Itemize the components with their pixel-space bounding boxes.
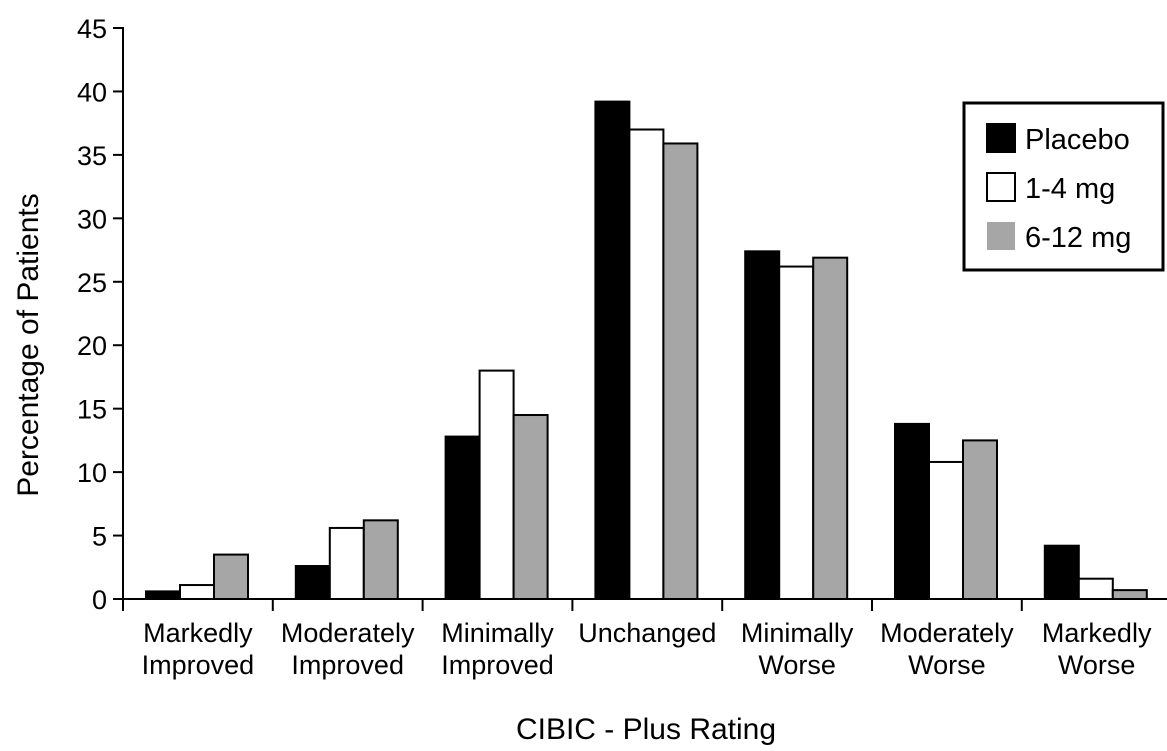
bar-placebo-6 bbox=[1043, 544, 1080, 600]
y-tick-label: 45 bbox=[77, 14, 107, 44]
bar-placebo-3 bbox=[594, 100, 631, 601]
bar-6-12-mg-6 bbox=[1111, 589, 1148, 601]
y-tick-label: 30 bbox=[77, 204, 107, 234]
bar-1-4-mg-4 bbox=[778, 265, 815, 600]
x-category-label: Improved bbox=[441, 650, 554, 680]
x-axis-ticks: MarkedlyImprovedModeratelyImprovedMinima… bbox=[122, 599, 1152, 680]
bar-placebo-4 bbox=[744, 250, 781, 601]
x-category-label: Markedly bbox=[143, 618, 253, 648]
bar-placebo-5 bbox=[894, 422, 930, 601]
y-tick-label: 15 bbox=[77, 395, 107, 425]
x-category-label: Worse bbox=[758, 650, 836, 680]
y-tick-label: 40 bbox=[77, 77, 107, 107]
legend-swatch bbox=[987, 222, 1015, 250]
y-tick-label: 35 bbox=[77, 141, 107, 171]
legend-swatch bbox=[986, 172, 1016, 202]
bar-1-4-mg-2 bbox=[478, 369, 515, 600]
x-axis-title: CIBIC - Plus Rating bbox=[516, 713, 776, 746]
bar-placebo-0 bbox=[145, 590, 181, 600]
x-category-label: Improved bbox=[291, 650, 404, 680]
bars-layer bbox=[145, 100, 1148, 601]
x-category-label: Unchanged bbox=[578, 618, 716, 648]
bar-1-4-mg-6 bbox=[1077, 577, 1114, 600]
y-axis-ticks: 0 5 10 15 20 25 30 35 40 45 bbox=[77, 14, 123, 615]
bar-6-12-mg-2 bbox=[512, 414, 549, 600]
bar-1-4-mg-0 bbox=[179, 584, 215, 601]
x-category-label: Moderately bbox=[281, 618, 415, 648]
y-tick-label: 10 bbox=[77, 458, 107, 488]
x-category-label: Minimally bbox=[441, 618, 554, 648]
legend-label: 1-4 mg bbox=[1025, 173, 1115, 205]
bar-6-12-mg-0 bbox=[213, 553, 249, 600]
y-tick-label: 25 bbox=[77, 268, 107, 298]
bar-6-12-mg-5 bbox=[962, 439, 998, 600]
legend-label: Placebo bbox=[1025, 124, 1130, 156]
y-axis-title: Percentage of Patients bbox=[12, 193, 45, 497]
x-category-label: Minimally bbox=[741, 618, 854, 648]
bar-6-12-mg-4 bbox=[812, 256, 849, 600]
x-category-label: Worse bbox=[908, 650, 986, 680]
bar-1-4-mg-3 bbox=[628, 128, 665, 600]
bar-6-12-mg-3 bbox=[662, 142, 699, 600]
x-category-label: Moderately bbox=[880, 618, 1014, 648]
x-category-label: Worse bbox=[1058, 650, 1136, 680]
bar-1-4-mg-1 bbox=[328, 526, 365, 600]
x-category-label: Markedly bbox=[1042, 618, 1152, 648]
bar-1-4-mg-5 bbox=[928, 460, 964, 600]
y-tick-label: 0 bbox=[92, 585, 107, 615]
bar-6-12-mg-1 bbox=[362, 519, 399, 601]
y-tick-label: 20 bbox=[77, 331, 107, 361]
legend: Placebo 1-4 mg 6-12 mg bbox=[962, 101, 1165, 272]
legend-swatch bbox=[986, 123, 1016, 153]
y-tick-label: 5 bbox=[92, 522, 107, 552]
x-category-label: Improved bbox=[142, 650, 255, 680]
bar-placebo-1 bbox=[294, 565, 331, 601]
bar-placebo-2 bbox=[444, 435, 481, 600]
legend-label: 6-12 mg bbox=[1025, 222, 1131, 254]
